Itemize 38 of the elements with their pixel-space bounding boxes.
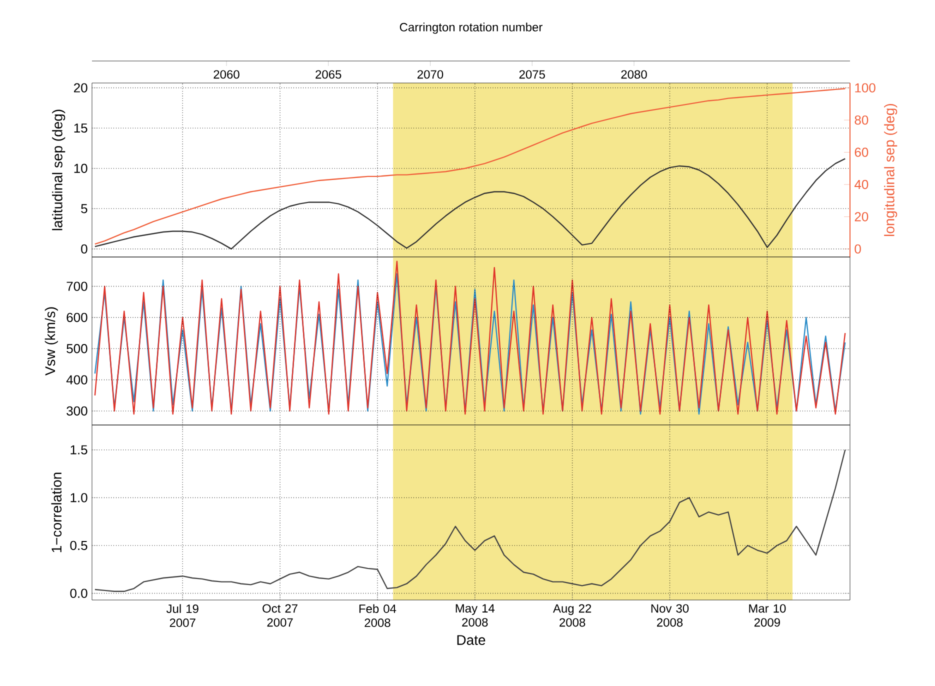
y2-tick-label: 100 [855, 83, 876, 92]
y-tick-label: 0.5 [70, 540, 88, 550]
y-axis-title: Vsw (km/s) [44, 307, 58, 376]
y-tick-label: 5 [81, 204, 88, 214]
y-axis-title: 1−correlation [51, 472, 62, 552]
y2-tick-label: 40 [854, 180, 868, 190]
x-tick-label: Feb 04 2008 [359, 604, 396, 628]
x-axis-title: Date [457, 635, 486, 645]
y-tick-label: 700 [66, 282, 88, 291]
y2-tick-label: 60 [854, 148, 868, 157]
y-tick-label: 500 [66, 344, 88, 354]
x2-tick-label: 2060 [214, 70, 240, 79]
x2-tick-label: 2070 [418, 70, 444, 79]
y2-tick-label: 80 [854, 115, 868, 125]
y-tick-label: 600 [66, 312, 88, 322]
y-axis-title: latitudinal sep (deg) [52, 110, 66, 230]
x-tick-label: May 14 2008 [456, 604, 495, 627]
x-tick-label: Aug 22 2008 [552, 604, 592, 627]
x-tick-label: Mar 10 2009 [749, 604, 786, 627]
y2-tick-label: 0 [854, 244, 861, 254]
x2-axis-title: Carrington rotation number [400, 22, 542, 34]
y-tick-label: 20 [74, 83, 88, 92]
x-tick-label: Nov 30 2008 [651, 604, 689, 627]
x-tick-label: Oct 27 2007 [262, 604, 298, 627]
x2-tick-label: 2075 [519, 70, 545, 79]
y-tick-label: 1.0 [70, 493, 88, 502]
x2-tick-label: 2065 [316, 70, 342, 79]
y-tick-label: 1.5 [70, 445, 88, 454]
y-tick-label: 300 [66, 406, 88, 416]
y-tick-label: 400 [66, 375, 88, 384]
x-tick-label: Jul 19 2007 [166, 604, 198, 628]
y-tick-label: 10 [74, 164, 88, 173]
y2-tick-label: 20 [854, 212, 868, 222]
y2-axis-title: longitudinal sep (deg) [884, 104, 898, 236]
y-tick-label: 0.0 [70, 588, 88, 598]
x2-tick-label: 2080 [621, 70, 647, 79]
y-tick-label: 15 [74, 124, 88, 133]
y-tick-label: 0 [81, 244, 88, 254]
